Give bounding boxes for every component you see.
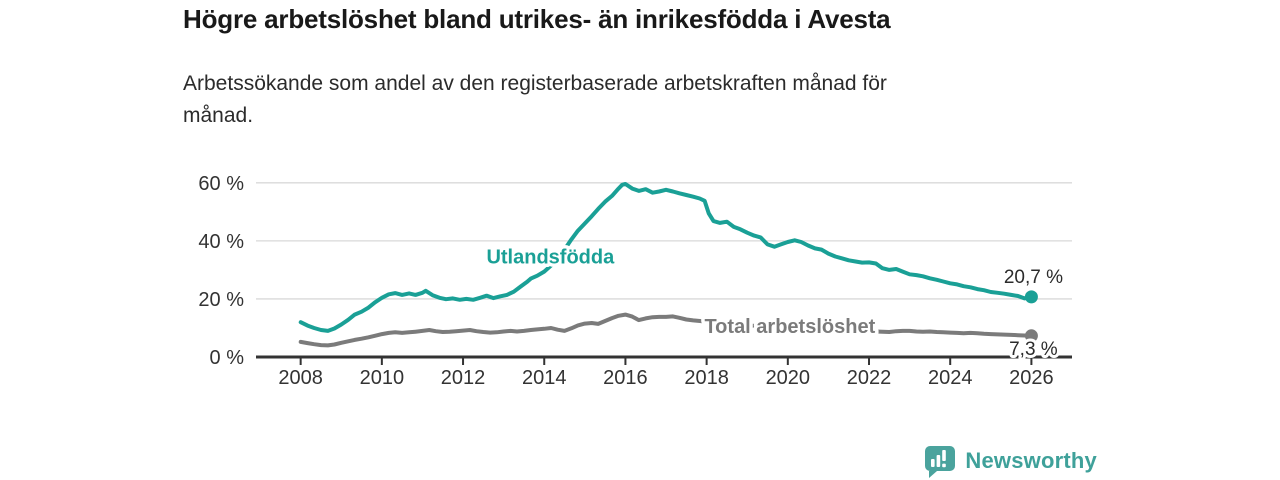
chart-line-total-arbetsl-shet: [298, 312, 1034, 348]
x-tick-label-2022: 2022: [847, 367, 892, 389]
end-value-label-total-arbetsl-shet: 7,3 %: [1009, 339, 1058, 360]
x-tick-label-2014: 2014: [522, 367, 567, 389]
newsworthy-chart-bubble-icon: [922, 444, 956, 478]
y-tick-label-20: 20 %: [198, 289, 244, 311]
end-value-label-utlandsf-dda: 20,7 %: [1004, 267, 1063, 288]
newsworthy-logo[interactable]: Newsworthy: [922, 443, 1097, 479]
chart-subtitle-line-1: Arbetssökande som andel av den registerb…: [183, 72, 887, 95]
x-tick-label-2016: 2016: [603, 367, 648, 389]
x-tick-label-2026: 2026: [1009, 367, 1054, 389]
chart-subtitle: Arbetssökande som andel av den registerb…: [183, 68, 1083, 132]
chart-subtitle-line-2: månad.: [183, 104, 254, 127]
newsworthy-logo-text: Newsworthy: [965, 448, 1097, 473]
chart-line-utlandsf-dda: [298, 182, 1034, 333]
y-tick-label-0: 0 %: [210, 347, 245, 369]
x-tick-label-2008: 2008: [278, 367, 323, 389]
page-title: Högre arbetslöshet bland utrikes- än inr…: [183, 4, 891, 34]
series-label-utlandsf-dda: Utlandsfödda: [486, 247, 615, 269]
x-tick-label-2020: 2020: [766, 367, 811, 389]
x-tick-label-2010: 2010: [360, 367, 405, 389]
x-tick-label-2012: 2012: [441, 367, 486, 389]
y-tick-label-60: 60 %: [198, 173, 244, 195]
x-tick-label-2018: 2018: [684, 367, 729, 389]
end-dot-utlandsf-dda: [1024, 290, 1038, 304]
series-label-total-arbetsl-shet: Total arbetslöshet: [704, 316, 875, 338]
x-tick-label-2024: 2024: [928, 367, 973, 389]
end-dot-total-arbetsl-shet: [1024, 329, 1038, 343]
y-tick-label-40: 40 %: [198, 231, 244, 253]
